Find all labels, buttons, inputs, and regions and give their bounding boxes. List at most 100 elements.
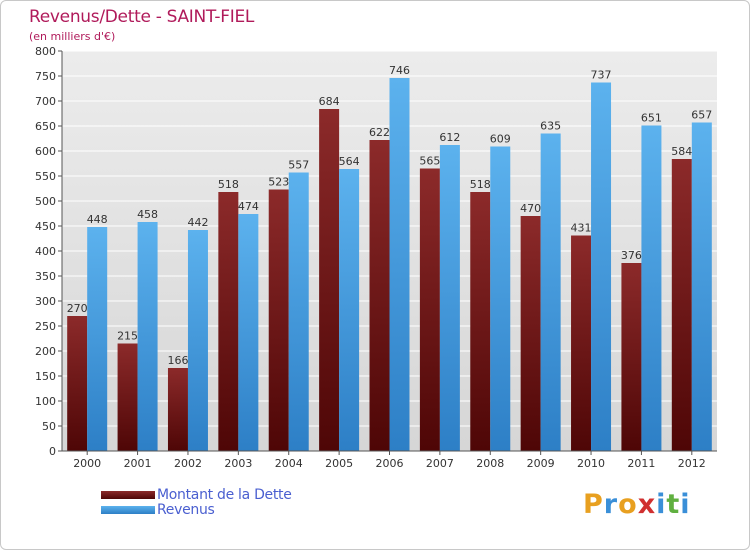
- data-label-dette: 523: [268, 176, 289, 189]
- legend-swatch-revenus: [101, 506, 155, 514]
- chart-subtitle: (en milliers d'€): [29, 30, 116, 43]
- bar-revenus: [691, 122, 712, 451]
- bar-dette: [67, 316, 88, 451]
- bar-revenus: [187, 230, 208, 451]
- data-label-revenus: 609: [490, 133, 511, 146]
- y-tick-label: 700: [35, 95, 56, 108]
- legend-label-dette: Montant de la Dette: [157, 487, 292, 503]
- data-label-revenus: 657: [691, 109, 712, 122]
- x-tick-label: 2008: [476, 457, 504, 470]
- x-tick-label: 2006: [376, 457, 404, 470]
- y-tick-label: 800: [35, 45, 56, 58]
- data-label-dette: 470: [520, 202, 541, 215]
- legend-swatch-dette: [101, 491, 155, 499]
- data-label-revenus: 448: [87, 213, 108, 226]
- bar-dette: [117, 343, 138, 451]
- bar-revenus: [87, 227, 108, 451]
- bar-revenus: [540, 133, 561, 451]
- bar-dette: [268, 189, 289, 451]
- x-tick-label: 2009: [527, 457, 555, 470]
- data-label-revenus: 737: [591, 69, 612, 82]
- x-tick-label: 2011: [627, 457, 655, 470]
- bar-revenus: [339, 169, 360, 451]
- data-label-dette: 376: [621, 249, 642, 262]
- data-label-revenus: 746: [389, 64, 410, 77]
- y-tick-label: 600: [35, 145, 56, 158]
- data-label-dette: 215: [117, 330, 138, 343]
- bar-dette: [520, 216, 541, 451]
- data-label-revenus: 557: [288, 159, 309, 172]
- y-tick-label: 750: [35, 70, 56, 83]
- y-tick-label: 550: [35, 170, 56, 183]
- bar-revenus: [490, 146, 511, 451]
- data-label-dette: 565: [419, 155, 440, 168]
- logo-letter: i: [656, 489, 667, 520]
- logo-letter: P: [583, 489, 604, 520]
- data-label-revenus: 635: [540, 120, 561, 133]
- data-label-revenus: 612: [439, 131, 460, 144]
- bar-dette: [470, 192, 491, 451]
- bar-dette: [319, 109, 340, 451]
- data-label-dette: 518: [218, 178, 239, 191]
- logo-letter: o: [618, 489, 638, 520]
- x-tick-label: 2004: [275, 457, 303, 470]
- bar-revenus: [439, 145, 460, 451]
- bar-dette: [218, 192, 239, 451]
- x-tick-label: 2001: [124, 457, 152, 470]
- bar-revenus: [288, 172, 309, 451]
- logo-letter: i: [680, 489, 691, 520]
- y-tick-label: 100: [35, 395, 56, 408]
- data-label-revenus: 458: [137, 208, 158, 221]
- y-tick-label: 450: [35, 220, 56, 233]
- data-label-revenus: 564: [339, 155, 360, 168]
- data-label-dette: 622: [369, 126, 390, 139]
- y-tick-label: 50: [42, 420, 56, 433]
- x-tick-label: 2012: [678, 457, 706, 470]
- bar-dette: [419, 168, 440, 451]
- bar-dette: [167, 368, 188, 451]
- bar-revenus: [641, 125, 662, 451]
- bar-dette: [671, 159, 692, 451]
- data-label-revenus: 474: [238, 200, 259, 213]
- y-tick-label: 500: [35, 195, 56, 208]
- x-tick-label: 2003: [224, 457, 252, 470]
- logo-letter: t: [666, 489, 681, 520]
- bar-revenus: [389, 78, 410, 451]
- data-label-revenus: 651: [641, 112, 662, 125]
- data-label-dette: 166: [167, 354, 188, 367]
- data-label-dette: 684: [319, 95, 340, 108]
- y-tick-label: 0: [49, 445, 56, 458]
- x-tick-label: 2002: [174, 457, 202, 470]
- bar-dette: [369, 140, 390, 451]
- y-tick-label: 350: [35, 270, 56, 283]
- x-tick-label: 2010: [577, 457, 605, 470]
- bar-revenus: [591, 82, 612, 451]
- data-label-dette: 270: [67, 302, 88, 315]
- x-tick-label: 2005: [325, 457, 353, 470]
- y-tick-label: 200: [35, 345, 56, 358]
- legend-item-revenus: Revenus: [101, 502, 215, 518]
- data-label-revenus: 442: [187, 216, 208, 229]
- x-tick-label: 2007: [426, 457, 454, 470]
- data-label-dette: 431: [571, 222, 592, 235]
- legend-item-dette: Montant de la Dette: [101, 487, 292, 503]
- proxiti-logo: Proxiti: [583, 489, 691, 520]
- bar-dette: [621, 263, 642, 451]
- y-tick-label: 250: [35, 320, 56, 333]
- logo-letter: x: [637, 489, 657, 520]
- y-tick-label: 650: [35, 120, 56, 133]
- y-tick-label: 150: [35, 370, 56, 383]
- x-tick-label: 2000: [73, 457, 101, 470]
- chart-title: Revenus/Dette - SAINT-FIEL: [29, 7, 255, 27]
- logo-letter: r: [603, 489, 619, 520]
- data-label-dette: 518: [470, 178, 491, 191]
- y-tick-label: 400: [35, 245, 56, 258]
- bar-dette: [571, 235, 592, 451]
- bar-revenus: [137, 222, 158, 451]
- data-label-dette: 584: [671, 145, 692, 158]
- legend-label-revenus: Revenus: [157, 502, 215, 518]
- y-tick-label: 300: [35, 295, 56, 308]
- bar-revenus: [238, 214, 259, 451]
